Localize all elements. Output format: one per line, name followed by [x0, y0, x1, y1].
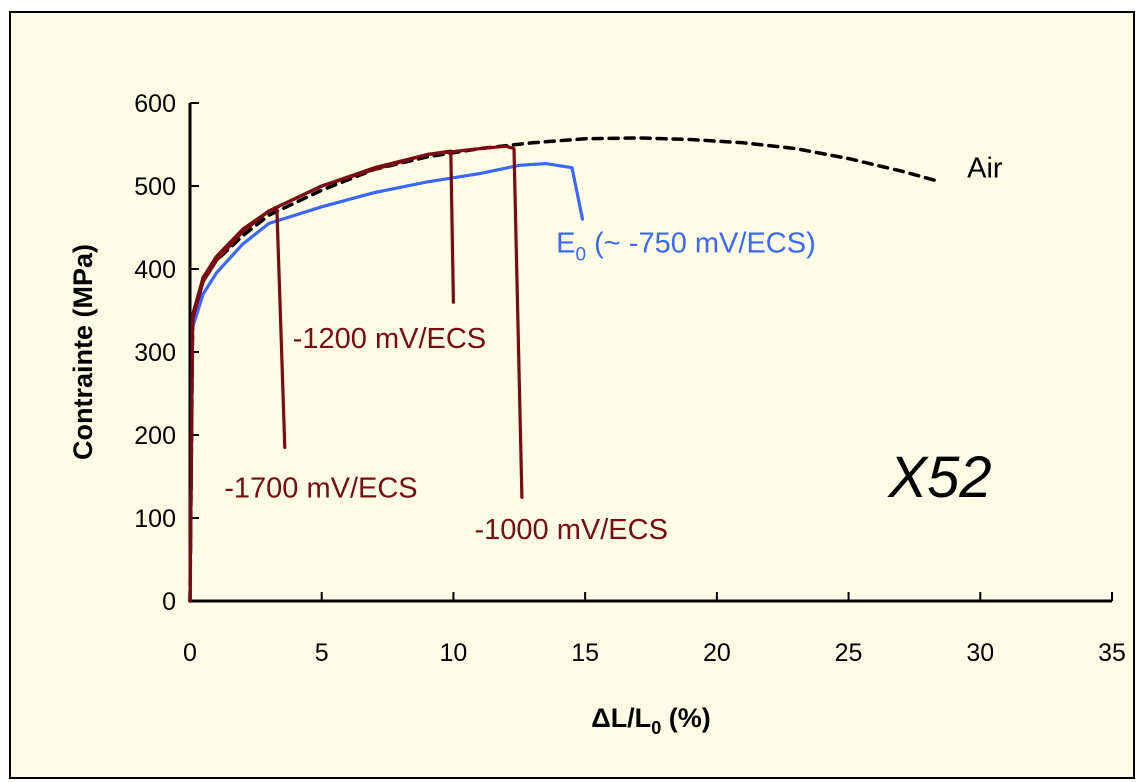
y-tick-label: 200	[134, 422, 176, 450]
series-label-main: -1000 mV/ECS	[475, 514, 668, 546]
series-label-3: -1700 mV/ECS	[224, 472, 417, 504]
x-tick-label: 15	[571, 639, 599, 667]
series-layer	[188, 136, 943, 603]
x-tick-label: 30	[966, 639, 994, 667]
series-line-4	[188, 144, 524, 603]
x-tick-label: 25	[835, 639, 863, 667]
x-axis-title-sub: 0	[651, 718, 661, 738]
series-label-1: E0 (~ -750 mV/ECS)	[556, 227, 816, 265]
series-label-2: -1200 mV/ECS	[293, 323, 486, 355]
y-axis-title: Contrainte (MPa)	[68, 244, 98, 460]
series-label-rest: (~ -750 mV/ECS)	[586, 227, 816, 259]
x-tick-label: 5	[315, 639, 329, 667]
y-tick-label: 300	[134, 339, 176, 367]
x-axis-title-rest: (%)	[661, 703, 711, 733]
chart-frame	[9, 11, 1135, 779]
y-tick-label: 100	[134, 505, 176, 533]
series-label-0: Air	[967, 153, 1003, 185]
y-tick-label: 500	[134, 173, 176, 201]
series-label-sub: 0	[576, 244, 587, 265]
series-label-main: E	[556, 227, 575, 259]
series-label-main: -1200 mV/ECS	[293, 323, 486, 355]
y-tick-label: 0	[162, 588, 176, 616]
series-label-4: -1000 mV/ECS	[475, 514, 668, 546]
label-layer: Air E0 (~ -750 mV/ECS) -1200 mV/ECS -1700 m…	[224, 153, 1003, 546]
x-axis-title-main: ΔL/L	[591, 703, 651, 733]
y-tick-label: 600	[134, 90, 176, 118]
series-line-1	[188, 162, 585, 603]
series-label-main: -1700 mV/ECS	[224, 472, 417, 504]
grade-annotation: X52	[886, 445, 991, 510]
series-label-main: Air	[967, 153, 1003, 185]
x-tick-label: 20	[703, 639, 731, 667]
x-tick-label: 10	[440, 639, 468, 667]
x-axis-title: ΔL/L0 (%)	[591, 703, 710, 738]
x-tick-label: 35	[1098, 639, 1126, 667]
x-tick-label: 0	[183, 639, 197, 667]
y-tick-label: 400	[134, 256, 176, 284]
